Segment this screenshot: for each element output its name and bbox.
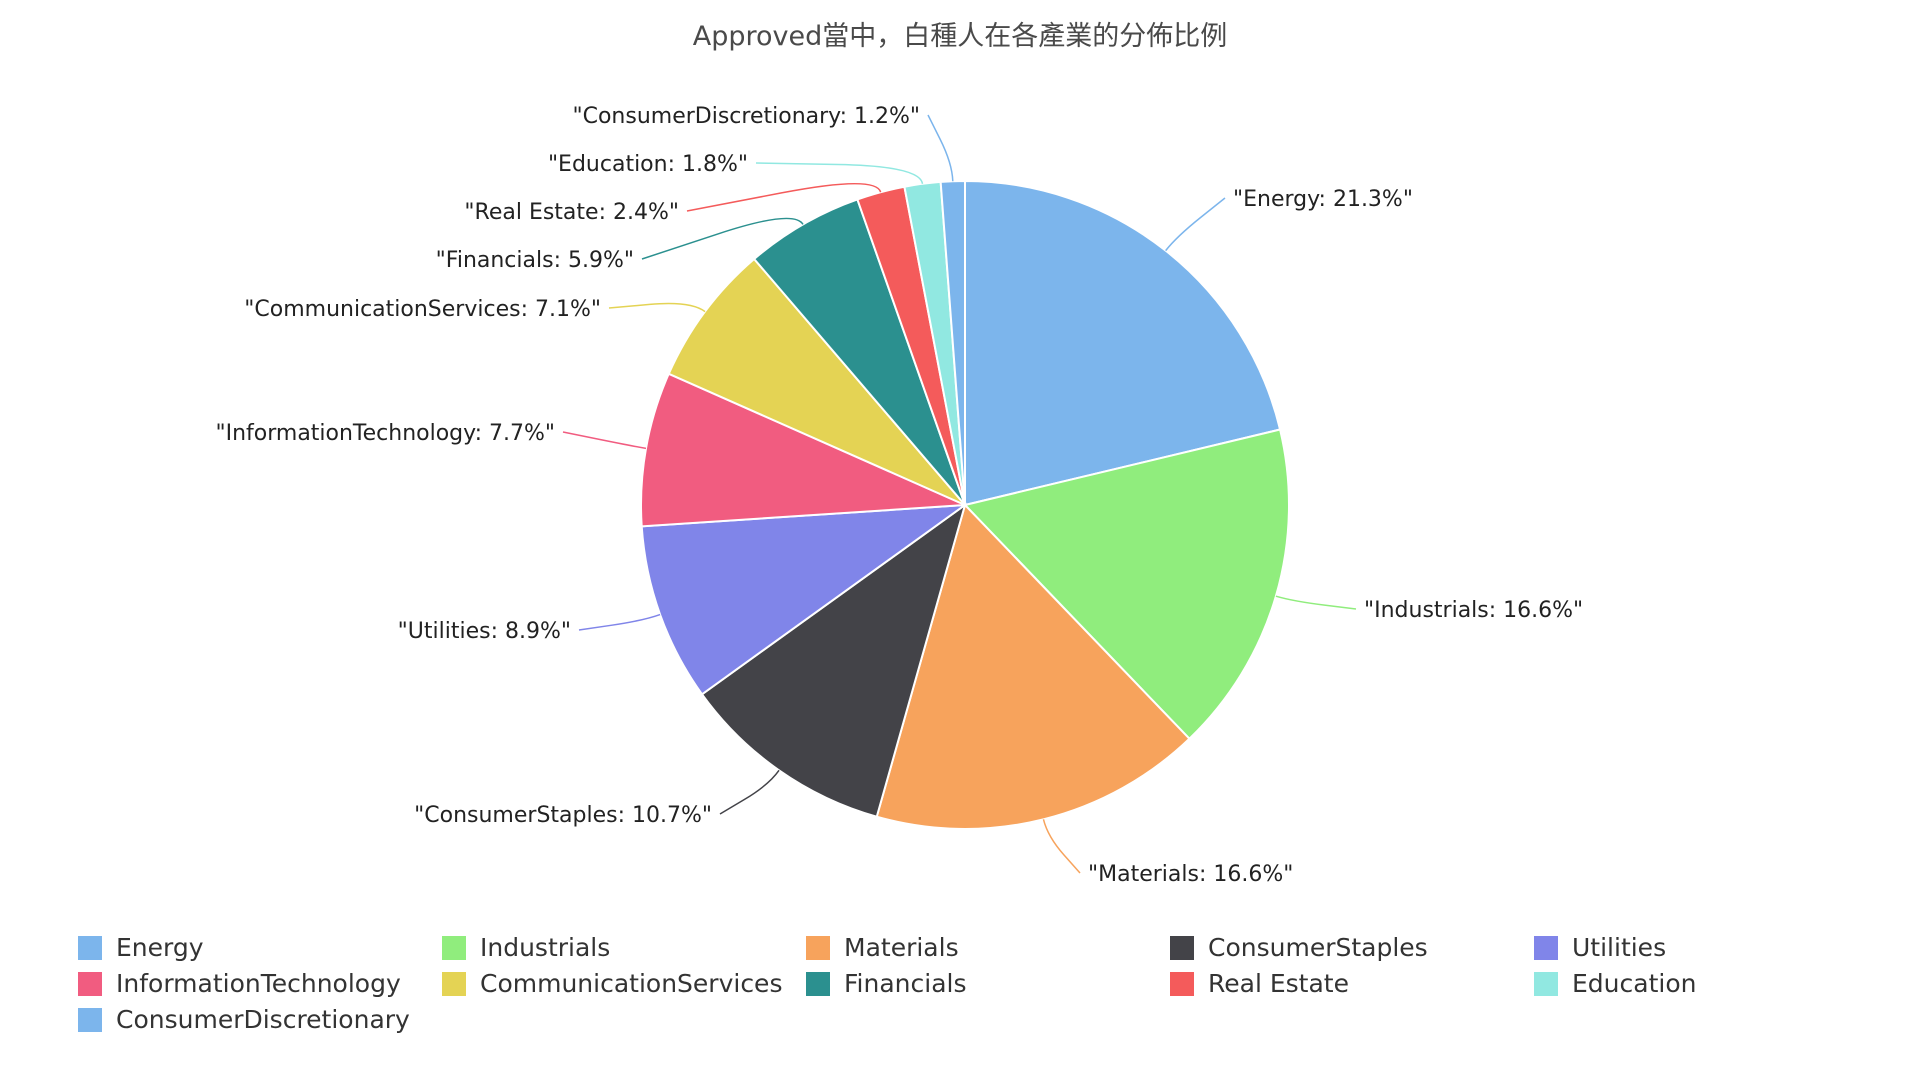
- data-label-energy: "Energy: 21.3%": [1233, 187, 1413, 212]
- legend-label: Utilities: [1572, 933, 1667, 962]
- legend-item-communicationservices[interactable]: CommunicationServices: [442, 969, 806, 998]
- legend-swatch: [78, 1007, 102, 1032]
- legend-swatch: [442, 971, 466, 996]
- legend-swatch: [78, 971, 102, 996]
- connector-informationtechnology: [562, 431, 647, 450]
- legend-swatch: [78, 935, 102, 960]
- legend-label: Energy: [116, 933, 204, 962]
- legend-item-utilities[interactable]: Utilities: [1534, 933, 1898, 962]
- legend-item-industrials[interactable]: Industrials: [442, 933, 806, 962]
- legend-item-materials[interactable]: Materials: [806, 933, 1170, 962]
- pie-slice-materials[interactable]: [875, 503, 1191, 830]
- connector-energy: [1165, 197, 1226, 252]
- legend-item-consumerdiscretionary[interactable]: ConsumerDiscretionary: [78, 1005, 442, 1034]
- connector-real-estate: [686, 182, 882, 212]
- data-label-real-estate: "Real Estate: 2.4%": [464, 200, 679, 225]
- legend-label: Real Estate: [1208, 969, 1349, 998]
- data-label-materials: "Materials: 16.6%": [1088, 862, 1293, 887]
- legend-label: CommunicationServices: [480, 969, 783, 998]
- connector-utilities: [578, 613, 661, 631]
- pie-slice-informationtechnology[interactable]: [640, 372, 966, 528]
- legend-item-energy[interactable]: Energy: [78, 933, 442, 962]
- connector-consumerstaples: [719, 769, 780, 815]
- legend-item-financials[interactable]: Financials: [806, 969, 1170, 998]
- data-label-industrials: "Industrials: 16.6%": [1364, 598, 1583, 623]
- legend-item-education[interactable]: Education: [1534, 969, 1898, 998]
- legend-label: Financials: [844, 969, 967, 998]
- legend-swatch: [442, 935, 466, 960]
- pie-slice-industrials[interactable]: [963, 428, 1290, 741]
- legend-label: Industrials: [480, 933, 611, 962]
- data-label-financials: "Financials: 5.9%": [436, 248, 634, 273]
- legend-label: ConsumerDiscretionary: [116, 1005, 410, 1034]
- legend-swatch: [1534, 935, 1558, 960]
- pie-slice-energy[interactable]: [964, 179, 1282, 507]
- pie-data-labels: "Energy: 21.3%" "Industrials: 16.6%" "Mate…: [215, 104, 1583, 887]
- connector-financials: [641, 217, 804, 260]
- chart-title: Approved當中，白種人在各產業的分佈比例: [692, 21, 1228, 52]
- legend-label: Materials: [844, 933, 959, 962]
- legend-swatch: [806, 971, 830, 996]
- legend-label: Education: [1572, 969, 1697, 998]
- legend-swatch: [1170, 971, 1194, 996]
- data-label-consumerdiscretionary: "ConsumerDiscretionary: 1.2%": [572, 104, 920, 129]
- legend-label: InformationTechnology: [116, 969, 401, 998]
- connector-education: [755, 162, 924, 185]
- legend-item-consumerstaples[interactable]: ConsumerStaples: [1170, 933, 1534, 962]
- pie-slice-utilities[interactable]: [640, 503, 969, 696]
- pie-slice-consumerdiscretionary[interactable]: [939, 179, 966, 506]
- legend-label: ConsumerStaples: [1208, 933, 1428, 962]
- connector-consumerdiscretionary: [927, 114, 954, 182]
- connector-materials: [1042, 819, 1081, 874]
- legend-item-informationtechnology[interactable]: InformationTechnology: [78, 969, 442, 998]
- legend-swatch: [1170, 935, 1194, 960]
- legend-swatch: [1534, 971, 1558, 996]
- pie-slice-consumerstaples[interactable]: [700, 502, 967, 818]
- legend-swatch: [806, 935, 830, 960]
- data-label-informationtechnology: "InformationTechnology: 7.7%": [215, 421, 555, 446]
- data-label-utilities: "Utilities: 8.9%": [398, 619, 571, 644]
- data-label-education: "Education: 1.8%": [548, 152, 748, 177]
- data-label-consumerstaples: "ConsumerStaples: 10.7%": [414, 803, 712, 828]
- pie-slices: [640, 179, 1290, 830]
- connector-communicationservices: [608, 302, 706, 313]
- chart-legend: Energy Industrials Materials ConsumerStaple…: [78, 933, 1878, 1034]
- connector-industrials: [1275, 595, 1357, 610]
- pie-label-connectors: [562, 114, 1357, 874]
- data-label-communicationservices: "CommunicationServices: 7.1%": [244, 297, 601, 322]
- legend-item-real-estate[interactable]: Real Estate: [1170, 969, 1534, 998]
